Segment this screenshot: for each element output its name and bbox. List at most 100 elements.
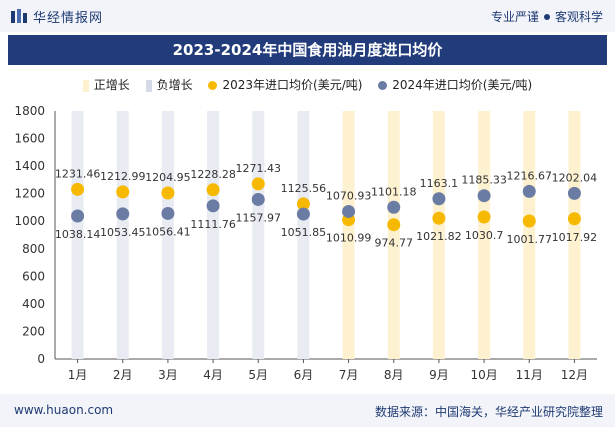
data-label-2024-1: 1038.14 bbox=[55, 228, 101, 241]
growth-bar-4 bbox=[207, 111, 220, 359]
growth-bar-3 bbox=[161, 111, 174, 359]
point-2023-1 bbox=[71, 182, 85, 196]
point-2024-11 bbox=[522, 184, 536, 198]
x-tick-label-4: 4月 bbox=[203, 368, 223, 382]
data-label-2023-8: 974.77 bbox=[375, 237, 414, 250]
y-tick-label-0: 0 bbox=[37, 352, 45, 366]
tagline: 专业严谨 客观科学 bbox=[491, 8, 603, 25]
point-2023-9 bbox=[432, 211, 446, 225]
data-label-2024-9: 1163.1 bbox=[420, 177, 459, 190]
data-label-2024-5: 1157.97 bbox=[236, 211, 282, 224]
legend-swatch-positive bbox=[82, 79, 89, 92]
data-label-2023-10: 1030.7 bbox=[465, 229, 504, 242]
growth-bar-2 bbox=[116, 111, 129, 359]
point-2023-3 bbox=[161, 186, 175, 200]
y-tick-label-6: 1200 bbox=[14, 187, 45, 201]
brand-name: 华经情报网 bbox=[33, 11, 104, 26]
data-label-2023-11: 1001.77 bbox=[507, 233, 553, 246]
growth-bar-11 bbox=[523, 111, 536, 359]
y-tick-label-7: 1400 bbox=[14, 159, 45, 173]
x-tick-label-9: 9月 bbox=[429, 368, 449, 382]
point-2023-11 bbox=[522, 214, 536, 228]
legend-label-2023: 2023年进口均价(美元/吨) bbox=[222, 78, 363, 92]
growth-bar-12 bbox=[568, 111, 581, 359]
data-label-2023-9: 1021.82 bbox=[416, 230, 462, 243]
point-2023-6 bbox=[296, 197, 310, 211]
legend-label-positive: 正增长 bbox=[93, 78, 130, 92]
x-tick-label-2: 2月 bbox=[113, 368, 133, 382]
legend-swatch-2023 bbox=[208, 81, 218, 90]
legend-swatch-2024 bbox=[378, 81, 388, 90]
growth-bar-1 bbox=[71, 111, 84, 359]
point-2024-1 bbox=[71, 209, 85, 223]
legend-item-2023: 2023年进口均价(美元/吨) bbox=[208, 76, 362, 93]
data-label-2023-3: 1204.95 bbox=[145, 171, 191, 184]
point-2023-5 bbox=[251, 177, 265, 191]
x-tick-label-10: 10月 bbox=[470, 368, 497, 382]
x-tick-label-3: 3月 bbox=[158, 368, 178, 382]
chart-title: 2023-2024年中国食用油月度进口均价 bbox=[172, 41, 443, 59]
legend-swatch-negative bbox=[145, 79, 152, 92]
legend-item-2024: 2024年进口均价(美元/吨) bbox=[378, 76, 532, 93]
y-tick-label-9: 1800 bbox=[14, 104, 45, 118]
point-2024-8 bbox=[387, 200, 401, 214]
y-tick-label-1: 200 bbox=[22, 324, 45, 338]
point-2024-10 bbox=[477, 189, 491, 203]
x-tick-label-12: 12月 bbox=[561, 368, 588, 382]
data-label-2024-4: 1111.76 bbox=[190, 218, 236, 231]
point-2023-10 bbox=[477, 210, 491, 224]
x-tick-label-8: 8月 bbox=[384, 368, 404, 382]
data-label-2024-7: 1070.93 bbox=[326, 189, 372, 202]
tagline-left: 专业严谨 bbox=[490, 10, 539, 24]
footer-url: www.huaon.com bbox=[14, 403, 114, 417]
point-2023-8 bbox=[387, 218, 401, 232]
data-label-2023-5: 1271.43 bbox=[236, 162, 282, 175]
y-tick-label-4: 800 bbox=[22, 242, 45, 256]
data-label-2024-11: 1216.67 bbox=[507, 169, 553, 182]
x-tick-label-7: 7月 bbox=[339, 368, 359, 382]
y-tick-label-3: 600 bbox=[22, 269, 45, 283]
data-label-2024-10: 1185.33 bbox=[461, 174, 507, 187]
point-2023-12 bbox=[567, 212, 581, 226]
data-label-2023-2: 1212.99 bbox=[100, 170, 146, 183]
tagline-right: 客观科学 bbox=[554, 10, 603, 24]
legend-item-negative: 负增长 bbox=[145, 76, 193, 93]
point-2024-12 bbox=[567, 186, 581, 200]
point-2024-7 bbox=[342, 204, 356, 218]
point-2024-3 bbox=[161, 206, 175, 220]
data-label-2023-12: 1017.92 bbox=[552, 231, 598, 244]
y-tick-label-8: 1600 bbox=[14, 132, 45, 146]
y-tick-label-5: 1000 bbox=[14, 214, 45, 228]
growth-bar-6 bbox=[297, 111, 310, 359]
legend-label-2024: 2024年进口均价(美元/吨) bbox=[392, 78, 533, 92]
top-bar: 华经情报网 专业严谨 客观科学 bbox=[0, 0, 615, 32]
footer-bar: www.huaon.com 数据来源：中国海关，华经产业研究院整理 bbox=[0, 394, 615, 427]
chart-legend: 正增长 负增长 2023年进口均价(美元/吨) 2024年进口均价(美元/吨) bbox=[0, 76, 615, 94]
growth-bar-10 bbox=[478, 111, 491, 359]
y-tick-label-2: 400 bbox=[22, 297, 45, 311]
x-tick-label-6: 6月 bbox=[294, 368, 314, 382]
data-label-2023-7: 1010.99 bbox=[326, 232, 372, 245]
point-2024-9 bbox=[432, 192, 446, 206]
data-label-2024-6: 1051.85 bbox=[281, 226, 327, 239]
tagline-dot-icon bbox=[543, 14, 550, 20]
legend-label-negative: 负增长 bbox=[156, 78, 193, 92]
x-tick-label-5: 5月 bbox=[248, 368, 268, 382]
point-2023-2 bbox=[116, 185, 130, 199]
data-label-2023-6: 1125.56 bbox=[281, 182, 327, 195]
data-label-2024-2: 1053.45 bbox=[100, 226, 146, 239]
brand-logo-icon bbox=[11, 9, 27, 23]
growth-bar-9 bbox=[432, 111, 445, 359]
legend-item-positive: 正增长 bbox=[82, 76, 130, 93]
point-2024-4 bbox=[206, 199, 220, 213]
point-2024-6 bbox=[296, 207, 310, 221]
x-tick-label-11: 11月 bbox=[516, 368, 543, 382]
footer-source: 数据来源：中国海关，华经产业研究院整理 bbox=[374, 405, 603, 419]
x-tick-label-1: 1月 bbox=[68, 368, 88, 382]
point-2023-4 bbox=[206, 183, 220, 197]
growth-bar-7 bbox=[342, 111, 355, 359]
data-label-2024-8: 1101.18 bbox=[371, 185, 417, 198]
data-label-2024-12: 1202.04 bbox=[552, 171, 598, 184]
data-label-2023-1: 1231.46 bbox=[55, 167, 101, 180]
